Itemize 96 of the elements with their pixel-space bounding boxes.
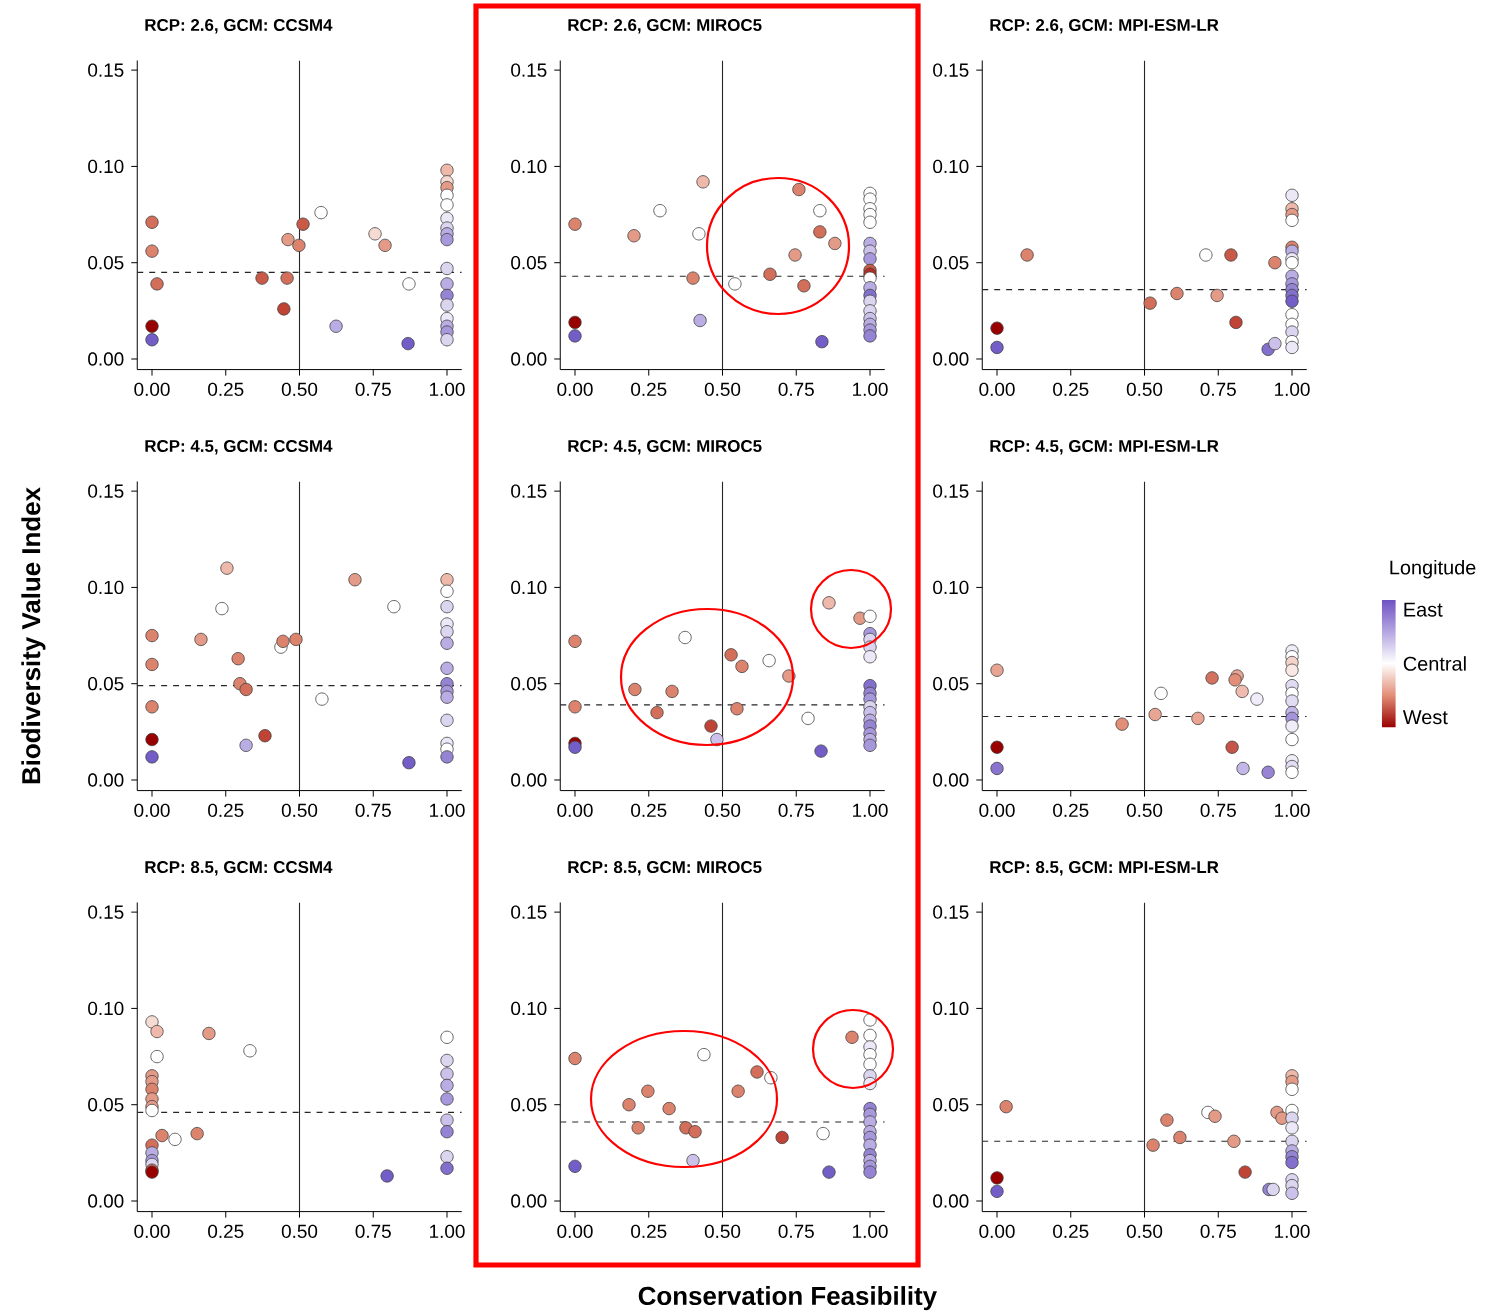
x-axis-title: Conservation Feasibility	[638, 1286, 937, 1311]
color-bar-title: Longitude	[1390, 559, 1476, 579]
x-tick-label: 1.00	[430, 803, 465, 818]
y-tick-label: 0.15	[933, 484, 969, 498]
y-tick-label: 0.00	[511, 773, 547, 787]
x-tick-label: 0.75	[778, 382, 814, 397]
y-tick-label: 0.00	[933, 352, 969, 366]
chart-title: RCP: 2.6, GCM: MPI-ESM-LR	[990, 19, 1219, 34]
y-tick-label: 0.10	[933, 580, 969, 595]
x-tick-label: 0.50	[1126, 382, 1163, 397]
x-tick-label: 0.75	[1200, 382, 1236, 397]
x-tick-label: 0.25	[631, 1224, 667, 1239]
chart-title: RCP: 4.5, GCM: MPI-ESM-LR	[990, 440, 1219, 455]
y-tick-label: 0.15	[88, 905, 124, 919]
chart-title: RCP: 8.5, GCM: CCSM4	[145, 861, 333, 876]
y-tick-label: 0.15	[933, 905, 969, 919]
y-tick-label: 0.10	[933, 159, 969, 174]
x-tick-label: 0.75	[355, 803, 391, 818]
x-tick-label: 0.75	[355, 382, 391, 397]
y-tick-label: 0.10	[88, 159, 124, 174]
x-tick-label: 1.00	[1275, 382, 1310, 397]
y-tick-label: 0.05	[88, 256, 124, 270]
x-tick-label: 0.00	[557, 1224, 593, 1239]
x-tick-label: 0.50	[1126, 803, 1163, 818]
x-tick-label: 0.25	[1053, 803, 1089, 818]
y-tick-label: 0.05	[933, 677, 969, 691]
x-tick-label: 1.00	[430, 382, 465, 397]
x-tick-label: 1.00	[1275, 1224, 1310, 1239]
x-tick-label: 0.75	[778, 1224, 814, 1239]
y-tick-label: 0.15	[88, 484, 124, 498]
chart-title: RCP: 2.6, GCM: MIROC5	[568, 19, 762, 34]
y-tick-label: 0.15	[933, 63, 969, 77]
y-tick-label: 0.05	[511, 256, 547, 270]
y-tick-label: 0.10	[511, 580, 547, 595]
y-tick-label: 0.15	[511, 484, 547, 498]
y-tick-label: 0.00	[88, 1194, 124, 1208]
x-tick-label: 0.25	[208, 1224, 244, 1239]
x-tick-label: 1.00	[1275, 803, 1310, 818]
x-tick-label: 0.75	[355, 1224, 391, 1239]
x-tick-label: 0.25	[1053, 382, 1089, 397]
x-tick-label: 0.00	[979, 382, 1015, 397]
y-tick-label: 0.00	[511, 1194, 547, 1208]
x-tick-label: 0.00	[557, 803, 593, 818]
x-tick-label: 0.50	[281, 1224, 318, 1239]
x-tick-label: 0.50	[281, 803, 318, 818]
y-tick-label: 0.00	[933, 773, 969, 787]
x-tick-label: 1.00	[853, 382, 888, 397]
x-tick-label: 1.00	[430, 1224, 465, 1239]
x-tick-label: 0.25	[631, 803, 667, 818]
x-tick-label: 0.50	[704, 1224, 741, 1239]
x-tick-label: 0.00	[979, 1224, 1015, 1239]
x-tick-label: 0.50	[704, 803, 741, 818]
x-tick-label: 0.00	[979, 803, 1015, 818]
y-tick-label: 0.10	[511, 1001, 547, 1016]
chart-title: RCP: 4.5, GCM: MIROC5	[568, 440, 762, 455]
chart-title: RCP: 8.5, GCM: MPI-ESM-LR	[990, 861, 1219, 876]
x-tick-label: 0.00	[134, 382, 170, 397]
x-tick-label: 0.50	[281, 382, 318, 397]
y-tick-label: 0.00	[88, 773, 124, 787]
x-tick-label: 0.50	[704, 382, 741, 397]
x-tick-label: 1.00	[853, 1224, 888, 1239]
y-tick-label: 0.10	[88, 1001, 124, 1016]
x-tick-label: 0.25	[208, 382, 244, 397]
y-tick-label: 0.00	[88, 352, 124, 366]
y-tick-label: 0.10	[933, 1001, 969, 1016]
y-tick-label: 0.00	[511, 352, 547, 366]
x-tick-label: 0.00	[134, 1224, 170, 1239]
x-tick-label: 0.75	[1200, 803, 1236, 818]
x-tick-label: 0.75	[778, 803, 814, 818]
y-tick-label: 0.05	[933, 256, 969, 270]
y-tick-label: 0.05	[933, 1098, 969, 1112]
x-tick-label: 0.25	[631, 382, 667, 397]
chart-title: RCP: 4.5, GCM: CCSM4	[145, 440, 333, 455]
x-tick-label: 0.00	[557, 382, 593, 397]
color-bar-label: Central	[1403, 656, 1466, 671]
y-tick-label: 0.15	[511, 63, 547, 77]
color-bar-label: East	[1404, 602, 1443, 617]
y-tick-label: 0.05	[88, 1098, 124, 1112]
x-tick-label: 0.50	[1126, 1224, 1163, 1239]
chart-title: RCP: 8.5, GCM: MIROC5	[568, 861, 762, 876]
x-tick-label: 0.00	[134, 803, 170, 818]
x-tick-label: 0.25	[208, 803, 244, 818]
chart-title: RCP: 2.6, GCM: CCSM4	[145, 19, 333, 34]
y-tick-label: 0.00	[933, 1194, 969, 1208]
y-axis-title: Biodiversity Value Index	[21, 487, 46, 784]
y-tick-label: 0.05	[511, 1098, 547, 1112]
x-tick-label: 0.75	[1200, 1224, 1236, 1239]
y-tick-label: 0.05	[88, 677, 124, 691]
x-tick-label: 0.25	[1053, 1224, 1089, 1239]
y-tick-label: 0.10	[511, 159, 547, 174]
y-tick-label: 0.15	[511, 905, 547, 919]
y-tick-label: 0.15	[88, 63, 124, 77]
x-tick-label: 1.00	[853, 803, 888, 818]
y-tick-label: 0.05	[511, 677, 547, 691]
color-bar-label: West	[1402, 710, 1448, 725]
y-tick-label: 0.10	[88, 580, 124, 595]
